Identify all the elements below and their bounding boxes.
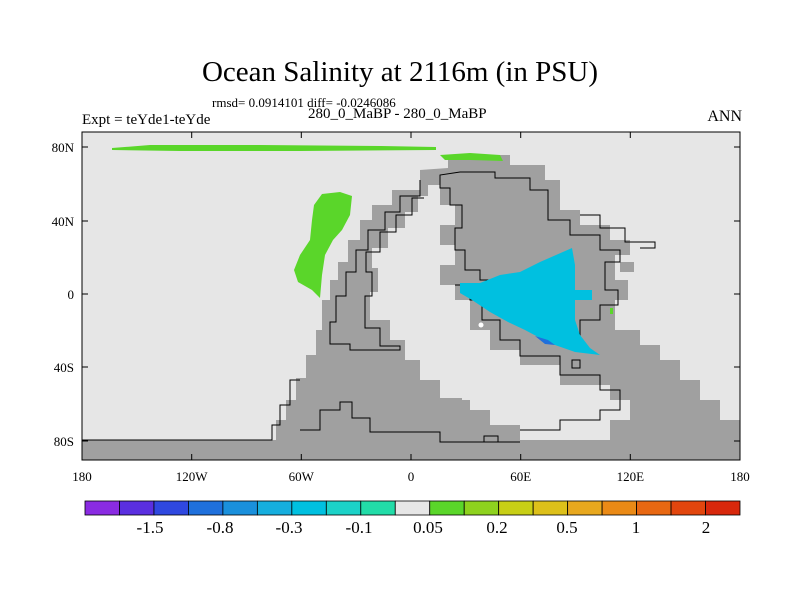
colorbar-label-7: 0.5 (556, 518, 577, 537)
colorbar-box-17 (636, 500, 672, 516)
colorbar-box-4 (188, 500, 224, 516)
colorbar-box-5 (222, 500, 258, 516)
colorbar-labels: -1.5 -0.8 -0.3 -0.1 0.05 0.2 0.5 1 2 (137, 518, 711, 537)
case-label: 280_0_MaBP - 280_0_MaBP (308, 106, 487, 122)
colorbar-label-2: -0.8 (207, 518, 234, 537)
positive-anomaly-patches (112, 145, 613, 314)
anomaly-white-dot (478, 322, 484, 328)
lat-label-40s: 40S (54, 360, 74, 375)
longitude-labels: 180 120W 60W 0 60E 120E 180 (72, 469, 750, 484)
colorbar-box-14 (532, 500, 569, 516)
coastline-island-3 (483, 435, 499, 443)
colorbar-label-5: 0.05 (413, 518, 443, 537)
colorbar-box-3 (153, 500, 189, 516)
anomaly-indian-ocean (460, 248, 600, 355)
colorbar-label-3: -0.3 (276, 518, 303, 537)
coastline-southern (300, 401, 520, 443)
lon-label-120e: 120E (617, 469, 645, 484)
rmsd-diff-stats: rmsd= 0.0914101 diff= -0.0246086 (212, 95, 396, 110)
colorbar: -1.5 -0.8 -0.3 -0.1 0.05 0.2 0.5 1 2 (84, 500, 741, 537)
land-antarctic-band (82, 440, 740, 460)
colorbar-box-10 (394, 500, 431, 516)
lat-label-80s: 80S (54, 434, 74, 449)
negative-anomaly-patches (460, 248, 600, 355)
axis-ticks (81, 132, 741, 460)
coastline-americas (329, 180, 424, 351)
lat-label-40n: 40N (52, 214, 75, 229)
colorbar-box-2 (119, 500, 155, 516)
colorbar-label-4: -0.1 (346, 518, 373, 537)
coastline-asia-east (580, 214, 656, 249)
page-title: Ocean Salinity at 2116m (in PSU) (201, 56, 599, 88)
lat-label-0: 0 (68, 287, 75, 302)
land-island-1 (620, 262, 634, 272)
latitude-labels: 80N 40N 0 40S 80S (52, 140, 75, 449)
map-panel (81, 131, 741, 461)
anomaly-east-small (610, 308, 613, 314)
colorbar-box-8 (325, 500, 362, 516)
lon-label-60w: 60W (289, 469, 315, 484)
anomaly-strong-fresh (535, 336, 555, 345)
colorbar-box-15 (567, 500, 603, 516)
colorbar-box-1 (84, 500, 120, 516)
experiment-label: Expt = teYde1-teYde (82, 112, 211, 128)
colorbar-box-16 (601, 500, 637, 516)
lon-label-180e: 180 (730, 469, 750, 484)
colorbar-label-9: 2 (702, 518, 711, 537)
coastline-island-2 (571, 359, 581, 369)
land-island-2 (440, 398, 462, 408)
colorbar-label-6: 0.2 (486, 518, 507, 537)
colorbar-box-7 (291, 500, 327, 516)
colorbar-label-1: -1.5 (137, 518, 164, 537)
lon-label-120w: 120W (176, 469, 209, 484)
colorbar-boxes (84, 500, 741, 516)
season-label: ANN (707, 108, 742, 125)
colorbar-box-18 (670, 500, 706, 516)
land-mask (82, 155, 740, 460)
anomaly-north-atlantic (294, 192, 352, 298)
colorbar-box-6 (256, 500, 293, 516)
colorbar-label-8: 1 (632, 518, 641, 537)
lat-label-80n: 80N (52, 140, 75, 155)
land-americas (266, 168, 560, 460)
colorbar-box-19 (705, 500, 741, 516)
colorbar-box-13 (498, 500, 534, 516)
lon-label-0: 0 (408, 469, 415, 484)
coastline-south-america (82, 379, 300, 441)
land-eurasia-africa (425, 155, 740, 460)
lon-label-180w: 180 (72, 469, 92, 484)
lon-label-60e: 60E (510, 469, 531, 484)
anomaly-arctic-strip (112, 145, 436, 151)
colorbar-box-11 (429, 500, 465, 516)
colorbar-box-9 (360, 500, 396, 516)
colorbar-box-12 (463, 500, 500, 516)
anomaly-arctic-east (440, 153, 503, 161)
